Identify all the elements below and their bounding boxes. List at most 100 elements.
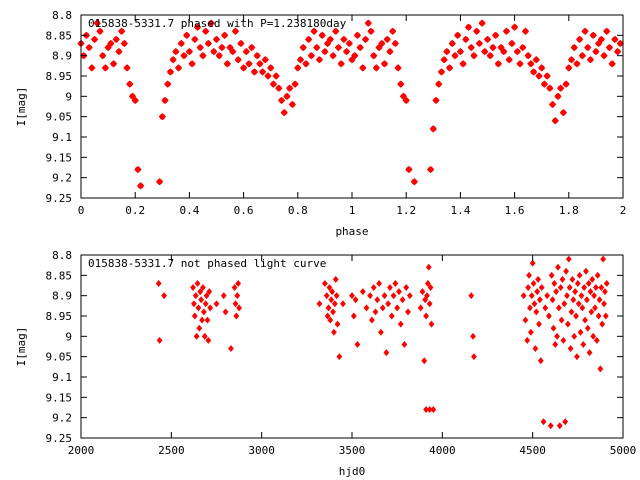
data-point — [505, 56, 513, 64]
data-point — [548, 100, 557, 109]
data-point — [571, 332, 578, 340]
data-point — [332, 275, 339, 283]
unphased-light-curve-panel: 2000 2500 3000 3500 4000 4500 5000 8.8 8.85 8.9 8.… — [15, 249, 636, 478]
y-tick-label: 9 — [65, 90, 72, 103]
data-point — [207, 304, 214, 312]
data-point — [134, 165, 142, 174]
data-point — [550, 324, 557, 332]
y-axis-label: I[mag] — [15, 87, 28, 127]
data-point — [161, 96, 169, 104]
data-point — [194, 279, 201, 287]
data-point — [471, 353, 477, 361]
data-point — [573, 60, 581, 68]
data-point — [380, 60, 389, 68]
data-point — [188, 60, 196, 68]
y-axis-label: I[mag] — [15, 327, 28, 367]
data-point — [601, 300, 607, 308]
x-axis-label: hjd0 — [339, 465, 366, 478]
data-point — [237, 39, 245, 48]
y-tick-label: 9.1 — [52, 131, 72, 144]
data-point — [483, 35, 492, 43]
data-point — [240, 64, 248, 72]
data-point — [197, 288, 204, 296]
data-point — [574, 279, 581, 287]
data-point — [467, 43, 475, 52]
data-point — [424, 292, 430, 300]
data-point — [258, 68, 267, 76]
data-point — [586, 56, 595, 64]
data-point — [432, 96, 440, 104]
data-point — [131, 96, 139, 104]
data-point — [368, 316, 375, 324]
data-point — [196, 43, 204, 52]
data-point — [562, 80, 570, 88]
y-tick-label: 9.15 — [46, 391, 73, 404]
data-point — [363, 304, 370, 312]
data-point — [528, 292, 535, 300]
x-tick-label: 0.8 — [288, 204, 308, 217]
data-point — [565, 255, 572, 263]
data-point — [535, 275, 541, 283]
data-point — [118, 27, 126, 35]
data-point — [532, 345, 539, 353]
x-tick-label: 0.2 — [125, 204, 145, 217]
x-tick-label: 3000 — [248, 444, 275, 457]
data-point — [370, 284, 377, 292]
data-point — [568, 308, 575, 316]
data-point — [402, 96, 410, 104]
data-point — [522, 316, 529, 324]
data-point — [385, 300, 392, 308]
data-point — [256, 60, 264, 68]
data-point — [126, 80, 134, 88]
data-point — [525, 284, 532, 292]
data-point — [616, 39, 624, 48]
data-point — [597, 35, 605, 43]
data-point — [481, 48, 489, 56]
data-point — [582, 316, 588, 324]
data-point — [372, 64, 380, 72]
data-point — [565, 64, 573, 72]
data-point — [555, 304, 562, 312]
data-point — [206, 288, 213, 296]
data-point — [294, 64, 302, 72]
data-point — [579, 304, 586, 312]
data-point — [231, 284, 238, 292]
data-point — [318, 31, 326, 39]
data-point — [511, 23, 519, 31]
y-tick-label: 9.2 — [52, 172, 72, 185]
data-point — [174, 64, 183, 72]
data-point — [250, 68, 259, 76]
data-point — [330, 308, 336, 316]
data-point — [470, 332, 476, 340]
data-point — [563, 267, 569, 275]
data-point — [406, 292, 413, 300]
data-point — [578, 52, 586, 60]
data-point — [329, 52, 337, 60]
data-point — [426, 300, 433, 308]
data-point — [286, 84, 294, 92]
x-tick-label: 1 — [349, 204, 356, 217]
data-point — [379, 304, 386, 312]
data-point — [191, 300, 197, 308]
data-point — [137, 182, 145, 190]
x-tick-label: 0 — [78, 204, 85, 217]
y-tick-label: 8.9 — [52, 290, 72, 303]
data-point — [552, 340, 559, 348]
data-point — [190, 284, 196, 292]
data-point — [381, 292, 388, 300]
data-point — [202, 27, 210, 35]
data-point — [570, 296, 577, 304]
data-point — [325, 304, 332, 312]
data-point — [389, 27, 397, 35]
data-point — [594, 271, 601, 279]
data-point — [112, 35, 120, 43]
data-point — [561, 300, 568, 308]
data-point — [456, 48, 464, 56]
plot-frame — [80, 254, 624, 439]
data-point — [556, 422, 563, 430]
data-point — [283, 92, 291, 100]
data-point — [428, 320, 435, 328]
data-point — [429, 125, 437, 133]
data-point — [513, 48, 521, 56]
data-point — [156, 336, 163, 344]
